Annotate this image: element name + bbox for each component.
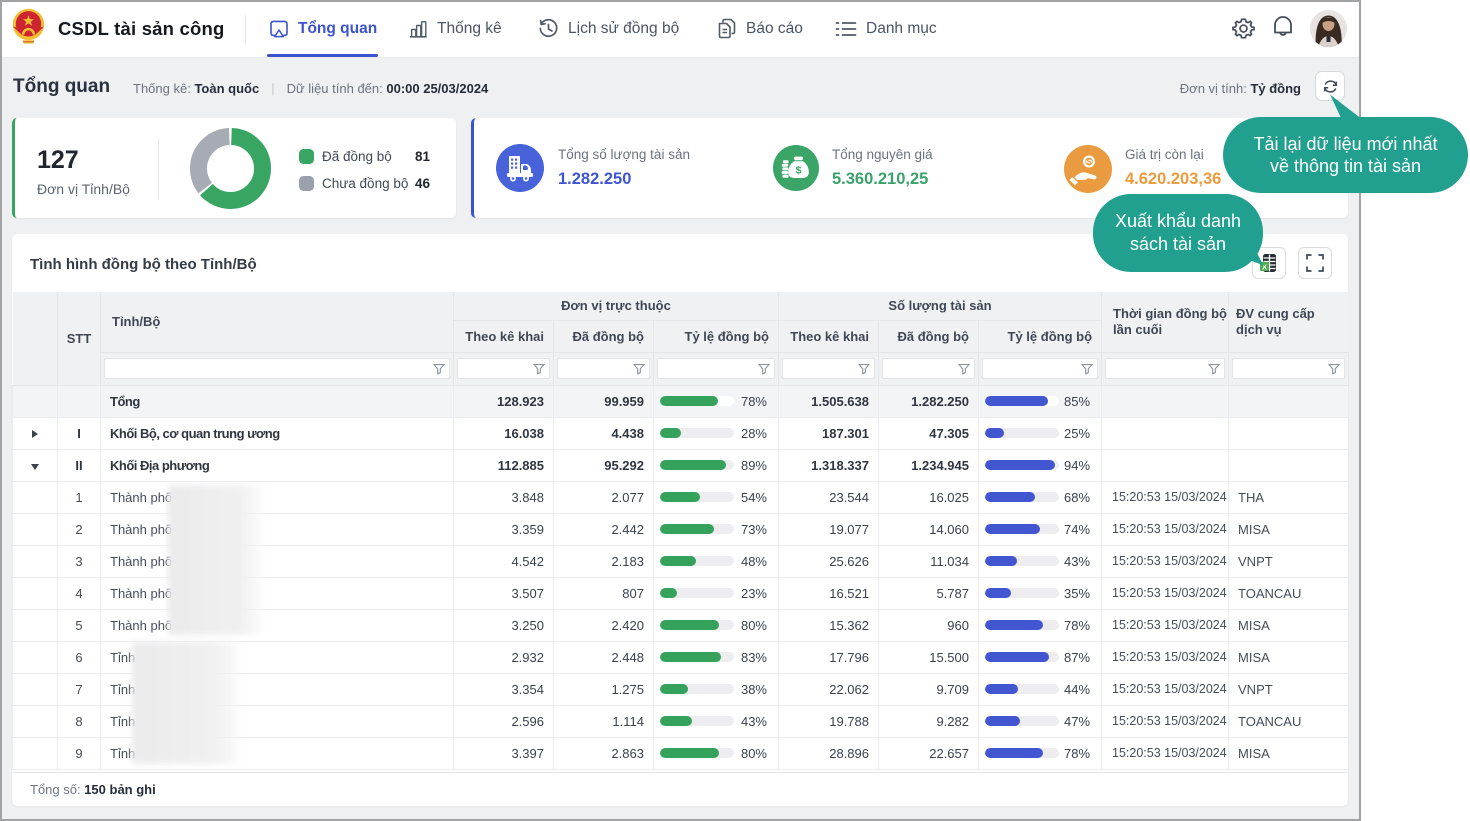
svg-text:$: $: [796, 165, 802, 177]
svg-text:$: $: [1087, 157, 1092, 167]
svg-text:X: X: [1262, 262, 1267, 271]
